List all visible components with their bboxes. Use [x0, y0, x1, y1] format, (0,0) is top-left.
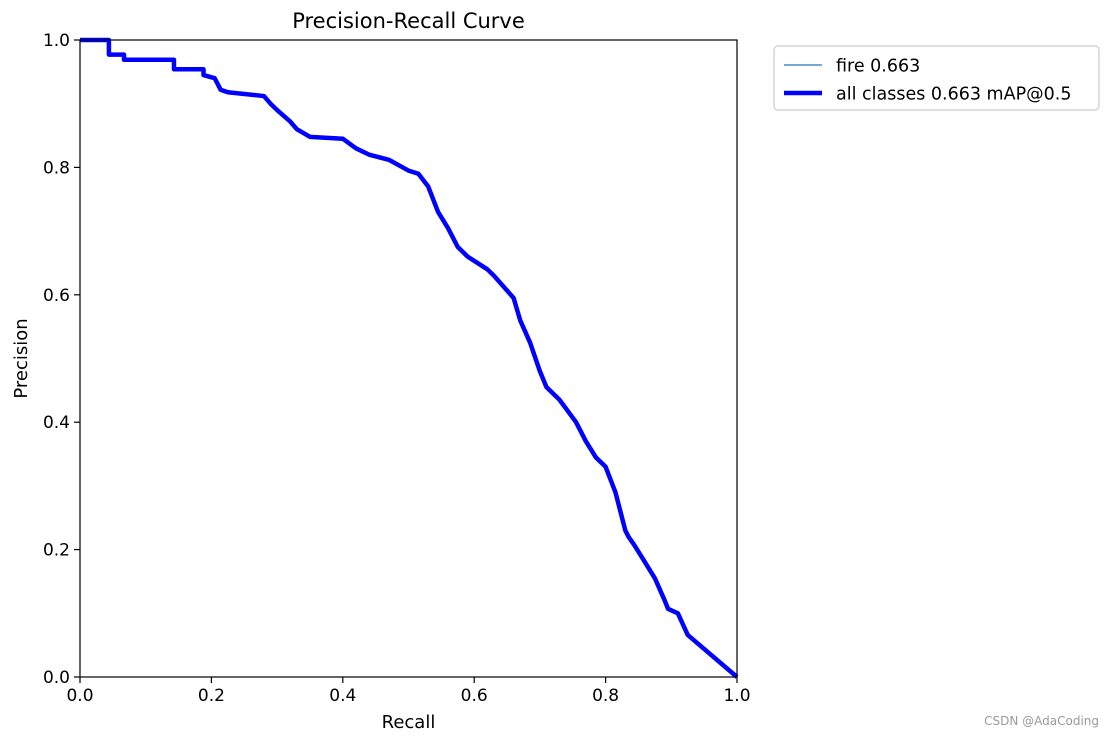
y-tick-label: 0.6 — [43, 286, 70, 306]
y-tick-label: 0.8 — [43, 158, 70, 178]
x-axis-ticks: 0.0 0.2 0.4 0.6 0.8 1.0 — [66, 677, 751, 706]
series-line-1 — [80, 37, 739, 679]
plot-frame — [79, 39, 738, 678]
y-axis-label: Precision — [11, 318, 32, 398]
x-tick-label: 1.0 — [723, 686, 750, 706]
legend-frame — [773, 45, 1100, 111]
y-tick-label: 0.0 — [43, 668, 70, 688]
x-tick-label: 0.2 — [198, 686, 225, 706]
y-axis-ticks: 0.0 0.2 0.4 0.6 0.8 1.0 — [43, 31, 80, 688]
plot-area — [80, 37, 739, 679]
legend-label-all-classes: all classes 0.663 mAP@0.5 — [836, 85, 1071, 105]
y-tick-label: 0.2 — [43, 541, 70, 561]
legend-label-fire: fire 0.663 — [836, 57, 920, 77]
y-tick-label: 1.0 — [43, 31, 70, 51]
legend: fire 0.663 all classes 0.663 mAP@0.5 — [773, 45, 1100, 111]
x-tick-label: 0.6 — [461, 686, 488, 706]
x-tick-label: 0.0 — [66, 686, 93, 706]
x-tick-label: 0.8 — [592, 686, 619, 706]
y-tick-label: 0.4 — [43, 413, 70, 433]
watermark: CSDN @AdaCoding — [984, 714, 1099, 728]
chart-title: Precision-Recall Curve — [292, 9, 525, 33]
x-tick-label: 0.4 — [329, 686, 356, 706]
x-axis-label: Recall — [382, 712, 436, 733]
series-line-0 — [80, 39, 738, 678]
